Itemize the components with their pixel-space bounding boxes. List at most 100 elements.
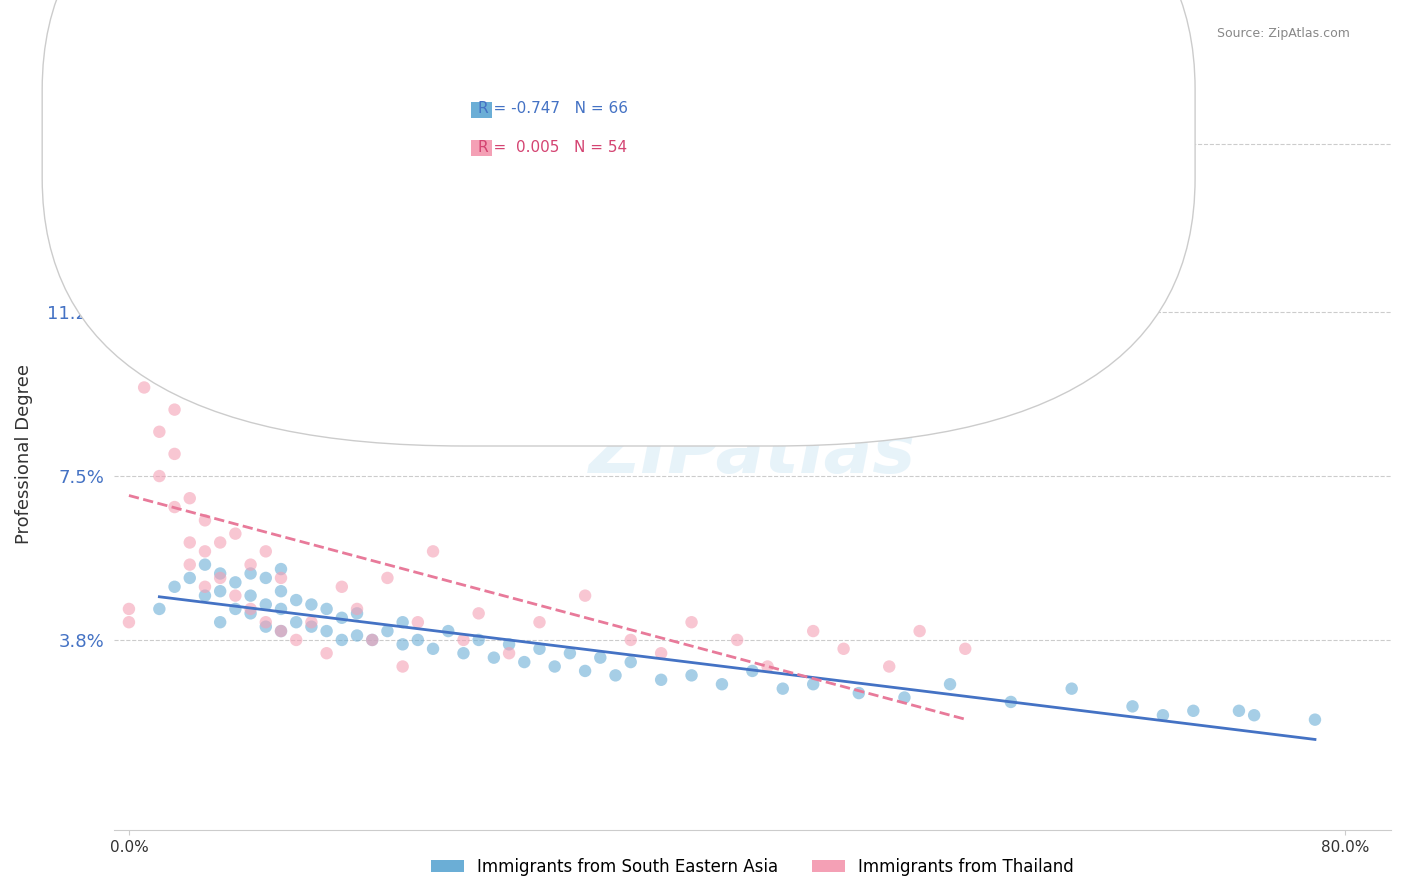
Point (650, 646, 672, 660)
Point (299, 598, 322, 612)
Point (346, 602, 368, 616)
Point (163, 580, 186, 594)
Point (315, 646, 337, 660)
Point (453, 632, 475, 647)
Point (254, 598, 277, 612)
Point (391, 659, 413, 673)
Point (194, 589, 217, 603)
Point (299, 620, 322, 634)
Point (179, 535, 201, 549)
Point (1303, 713, 1326, 727)
Point (148, 226, 170, 240)
Point (194, 544, 217, 558)
Point (118, 615, 141, 630)
Point (209, 571, 232, 585)
Point (270, 624, 292, 638)
Point (148, 602, 170, 616)
Y-axis label: Professional Degree: Professional Degree (15, 364, 32, 544)
Point (148, 359, 170, 373)
Point (239, 566, 262, 581)
Point (377, 571, 399, 585)
Point (772, 681, 794, 696)
Point (1060, 681, 1083, 696)
Point (1152, 708, 1174, 723)
Point (801, 624, 824, 638)
Text: R =  0.005   N = 54: R = 0.005 N = 54 (478, 140, 627, 154)
Point (877, 659, 900, 673)
Point (605, 668, 627, 682)
Point (224, 526, 246, 541)
Point (710, 677, 733, 691)
Point (681, 615, 703, 630)
Point (725, 632, 748, 647)
Point (513, 655, 536, 669)
Point (285, 593, 308, 607)
Point (330, 611, 353, 625)
Point (346, 628, 368, 642)
Point (239, 607, 262, 621)
Point (239, 602, 262, 616)
Point (361, 632, 384, 647)
Point (848, 686, 870, 700)
Point (299, 615, 322, 630)
Point (529, 615, 551, 630)
Point (194, 513, 217, 527)
Point (270, 602, 292, 616)
Point (163, 500, 186, 514)
Point (908, 624, 931, 638)
Point (330, 580, 353, 594)
Point (315, 624, 337, 638)
Point (529, 641, 551, 656)
Point (346, 607, 368, 621)
Point (620, 655, 643, 669)
Point (209, 566, 232, 581)
Point (650, 673, 672, 687)
Point (832, 641, 855, 656)
Point (574, 664, 596, 678)
Point (482, 650, 505, 665)
Point (270, 562, 292, 576)
Point (254, 620, 277, 634)
Point (467, 632, 489, 647)
Point (179, 558, 201, 572)
Point (681, 668, 703, 682)
Point (315, 602, 337, 616)
Point (134, 380, 156, 394)
Point (270, 584, 292, 599)
Point (377, 624, 399, 638)
Point (1000, 695, 1022, 709)
Point (224, 589, 246, 603)
Point (756, 659, 779, 673)
Point (574, 589, 596, 603)
Point (453, 646, 475, 660)
Point (1182, 704, 1205, 718)
Point (406, 615, 429, 630)
Point (270, 624, 292, 638)
Text: Source: ZipAtlas.com: Source: ZipAtlas.com (1216, 27, 1350, 40)
Point (422, 641, 444, 656)
Point (224, 602, 246, 616)
Point (134, 314, 156, 328)
Legend: Immigrants from South Eastern Asia, Immigrants from Thailand: Immigrants from South Eastern Asia, Immi… (425, 851, 1081, 882)
Point (620, 632, 643, 647)
Point (254, 571, 277, 585)
Point (498, 637, 520, 651)
Point (285, 632, 308, 647)
Point (1243, 708, 1265, 723)
Point (179, 491, 201, 506)
Point (209, 535, 232, 549)
Point (558, 646, 581, 660)
Point (544, 659, 567, 673)
Point (239, 558, 262, 572)
Point (422, 544, 444, 558)
Point (148, 469, 170, 483)
Point (148, 292, 170, 306)
Point (361, 632, 384, 647)
Point (194, 558, 217, 572)
Point (1227, 704, 1250, 718)
Point (467, 607, 489, 621)
Point (939, 677, 962, 691)
Point (134, 269, 156, 284)
Point (239, 589, 262, 603)
Text: R = -0.747   N = 66: R = -0.747 N = 66 (478, 102, 628, 116)
